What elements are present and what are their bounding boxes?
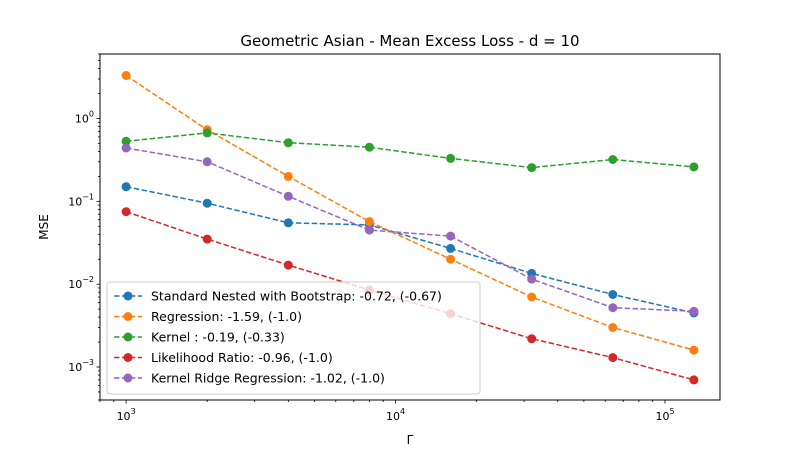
legend-frame xyxy=(106,281,481,395)
legend-marker-2 xyxy=(123,332,133,342)
legend: Standard Nested with Bootstrap: -0.72, (… xyxy=(106,281,481,395)
x-axis-label: Γ xyxy=(407,433,414,447)
x-tick-label-1: 104 xyxy=(386,407,405,423)
data-point-s3-1 xyxy=(202,234,212,244)
data-point-s3-7 xyxy=(689,375,699,385)
data-point-s3-6 xyxy=(608,353,618,363)
x-tick-label-2: 105 xyxy=(655,407,674,423)
data-point-s0-2 xyxy=(283,218,293,228)
legend-marker-3 xyxy=(123,353,133,362)
data-point-s1-2 xyxy=(283,171,293,181)
data-point-s1-0 xyxy=(121,71,131,80)
y-tick-label-2: 10−1 xyxy=(68,192,94,208)
y-tick-label-0: 10−3 xyxy=(68,358,94,374)
legend-label-1: Regression: -1.59, (-1.0) xyxy=(151,309,302,324)
legend-label-4: Kernel Ridge Regression: -1.02, (-1.0) xyxy=(151,371,385,386)
data-point-s0-0 xyxy=(121,182,131,192)
legend-label-2: Kernel : -0.19, (-0.33) xyxy=(151,330,285,345)
x-tick-label-0: 103 xyxy=(117,407,136,423)
legend-label-0: Standard Nested with Bootstrap: -0.72, (… xyxy=(151,289,442,304)
data-point-s2-4 xyxy=(446,153,456,163)
data-point-s4-5 xyxy=(527,274,537,284)
chart-title: Geometric Asian - Mean Excess Loss - d =… xyxy=(240,32,579,50)
data-point-s2-1 xyxy=(202,128,212,138)
data-point-s0-4 xyxy=(446,243,456,253)
axis-ticks: 103 104 105 10−3 10−2 10−1 100 xyxy=(68,53,675,423)
series-line-0 xyxy=(125,185,695,314)
data-point-s4-0 xyxy=(121,143,131,153)
series-line-4 xyxy=(125,147,694,313)
data-point-s1-7 xyxy=(689,345,699,355)
data-point-s3-2 xyxy=(283,260,293,270)
data-point-s2-5 xyxy=(527,163,537,173)
data-point-s4-6 xyxy=(608,303,618,313)
data-point-s4-3 xyxy=(364,225,374,235)
legend-marker-4 xyxy=(123,373,133,383)
legend-marker-1 xyxy=(123,312,133,321)
data-point-s3-5 xyxy=(527,334,537,344)
data-point-s1-3 xyxy=(364,217,374,227)
data-point-s2-0 xyxy=(121,136,131,146)
plot-area xyxy=(121,71,699,385)
data-point-s0-1 xyxy=(202,198,212,208)
legend-label-3: Likelihood Ratio: -0.96, (-1.0) xyxy=(151,350,333,365)
series-line-3 xyxy=(125,210,695,381)
legend-marker-0 xyxy=(123,291,133,301)
data-point-s4-4 xyxy=(446,231,456,241)
data-point-s1-6 xyxy=(608,323,618,332)
data-point-s4-7 xyxy=(689,306,699,316)
y-tick-label-3: 100 xyxy=(75,109,94,125)
plot-frame xyxy=(99,53,721,401)
data-point-s1-4 xyxy=(446,254,456,264)
data-point-s2-7 xyxy=(689,162,699,172)
series-line-2 xyxy=(126,132,694,169)
data-point-s4-1 xyxy=(202,157,212,167)
series-line-1 xyxy=(125,74,695,351)
y-tick-label-1: 10−2 xyxy=(68,275,94,291)
data-point-s2-6 xyxy=(608,155,618,164)
data-point-s1-5 xyxy=(527,292,537,302)
data-point-s0-6 xyxy=(608,290,618,299)
data-point-s2-3 xyxy=(364,142,374,152)
data-point-s3-0 xyxy=(121,207,131,217)
data-point-s4-2 xyxy=(283,191,293,201)
data-point-s2-2 xyxy=(283,138,293,148)
y-axis-label: MSE xyxy=(37,214,51,240)
